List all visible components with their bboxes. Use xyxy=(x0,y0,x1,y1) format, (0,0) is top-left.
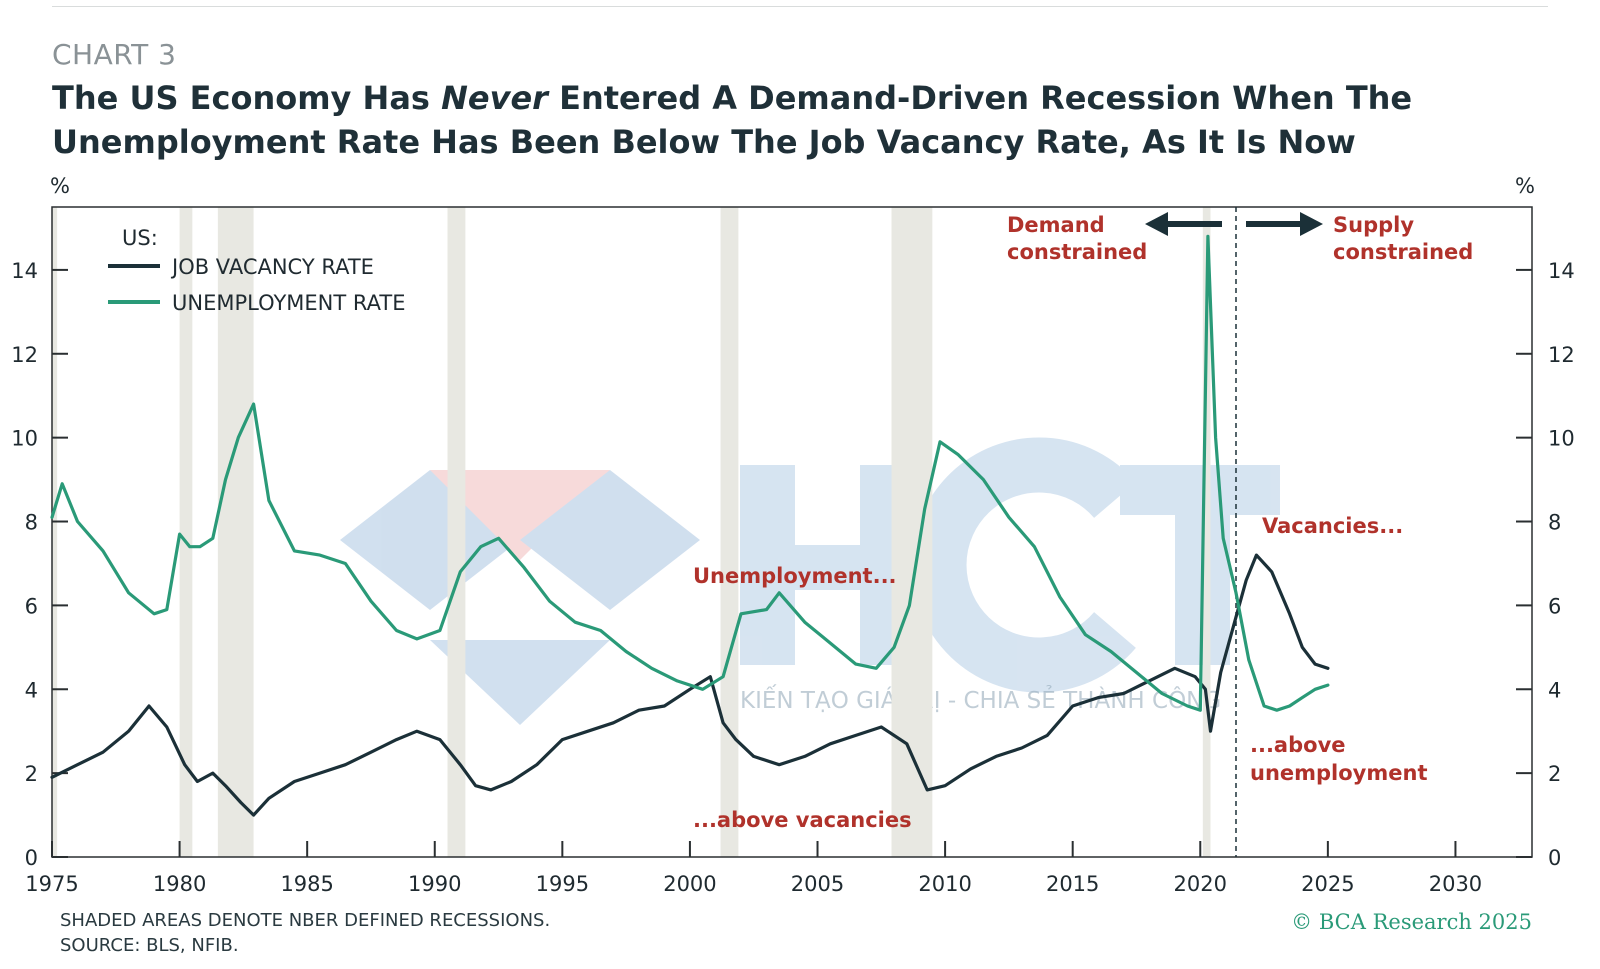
annotation-above-vacancies: ...above vacancies xyxy=(693,808,912,832)
y-tick-label-right-4: 4 xyxy=(1548,678,1561,702)
x-tick-label-2030: 2030 xyxy=(1429,872,1482,896)
title-part-2: Entered A Demand-Driven Recession When T… xyxy=(52,79,1413,161)
x-tick-label-1975: 1975 xyxy=(25,872,78,896)
watermark-logo-bottom xyxy=(430,640,610,725)
y-tick-label-left-12: 12 xyxy=(11,343,38,367)
annotation-supply-line2: constrained xyxy=(1333,240,1473,264)
legend-label-vacancy: JOB VACANCY RATE xyxy=(170,255,374,279)
x-tick-label-2005: 2005 xyxy=(791,872,844,896)
x-tick-label-1995: 1995 xyxy=(536,872,589,896)
supply-arrow xyxy=(1246,212,1323,236)
y-tick-label-left-14: 14 xyxy=(11,259,38,283)
recession-band-4 xyxy=(720,207,739,857)
annotation-demand-line2: constrained xyxy=(1007,240,1147,264)
y-unit-left: % xyxy=(50,174,70,198)
x-tick-label-1990: 1990 xyxy=(408,872,461,896)
x-tick-label-2000: 2000 xyxy=(663,872,716,896)
annotation-supply-line1: Supply xyxy=(1333,213,1414,237)
copyright: © BCA Research 2025 xyxy=(1291,910,1532,934)
watermark-text: KIẾN TẠO GIÁ TRỊ - CHIA SẺ THÀNH CÔNG xyxy=(740,684,1221,714)
watermark xyxy=(340,437,1280,725)
y-tick-label-right-12: 12 xyxy=(1548,343,1575,367)
x-tick-label-1980: 1980 xyxy=(153,872,206,896)
y-tick-label-right-2: 2 xyxy=(1548,762,1561,786)
y-tick-label-left-6: 6 xyxy=(25,594,38,618)
recession-band-1 xyxy=(179,207,193,857)
footnote-recessions: SHADED AREAS DENOTE NBER DEFINED RECESSI… xyxy=(60,910,551,931)
recession-band-0 xyxy=(52,207,58,857)
y-tick-label-right-14: 14 xyxy=(1548,259,1575,283)
x-tick-label-2025: 2025 xyxy=(1301,872,1354,896)
y-tick-label-left-10: 10 xyxy=(11,427,38,451)
y-tick-label-right-10: 10 xyxy=(1548,427,1575,451)
x-tick-label-1985: 1985 xyxy=(280,872,333,896)
x-tick-label-2010: 2010 xyxy=(918,872,971,896)
x-tick-label-2015: 2015 xyxy=(1046,872,1099,896)
x-tick-label-2020: 2020 xyxy=(1174,872,1227,896)
watermark-letter-h1 xyxy=(740,465,795,665)
y-tick-label-left-8: 8 xyxy=(25,511,38,535)
y-tick-label-right-6: 6 xyxy=(1548,594,1561,618)
recession-band-2 xyxy=(217,207,254,857)
recession-band-3 xyxy=(447,207,466,857)
watermark-logo-left xyxy=(340,470,520,610)
watermark-letter-h3 xyxy=(740,545,915,590)
chart-label: CHART 3 xyxy=(52,38,177,71)
title-emphasis: Never xyxy=(441,79,548,117)
footnote-source: SOURCE: BLS, NFIB. xyxy=(60,935,239,956)
legend-label-unemployment: UNEMPLOYMENT RATE xyxy=(172,291,405,315)
top-rule xyxy=(52,6,1548,7)
annotation-demand-line1: Demand xyxy=(1007,213,1105,237)
series-lines xyxy=(50,234,1330,817)
watermark-logo-right xyxy=(520,470,700,610)
watermark-letter-t1 xyxy=(1120,465,1280,515)
y-tick-label-left-0: 0 xyxy=(25,846,38,870)
recession-shading xyxy=(52,207,1211,857)
legend: US: JOB VACANCY RATE UNEMPLOYMENT RATE xyxy=(108,226,405,315)
annotation-above-line2: unemployment xyxy=(1250,761,1428,785)
watermark-letter-c xyxy=(911,437,1136,693)
y-tick-label-right-8: 8 xyxy=(1548,511,1561,535)
title-part-1: The US Economy Has xyxy=(52,79,442,117)
recession-band-5 xyxy=(891,207,933,857)
plot-frame xyxy=(51,206,1533,858)
y-tick-label-right-0: 0 xyxy=(1548,846,1561,870)
annotation-unemployment: Unemployment... xyxy=(693,564,897,588)
axis-ticks: 1975 1980 1985 1990 1995 2000 2005 2010 2015 2020… xyxy=(11,259,1574,896)
watermark-logo-top xyxy=(430,470,610,560)
annotation-vacancies: Vacancies... xyxy=(1262,514,1403,538)
legend-title: US: xyxy=(122,226,158,250)
annotations: Demand constrained Supply constrained Un… xyxy=(693,213,1473,832)
series-line-unemployment xyxy=(50,234,1330,712)
chart-title: The US Economy Has Never Entered A Deman… xyxy=(52,76,1552,164)
demand-arrow xyxy=(1145,212,1222,236)
y-tick-label-left-2: 2 xyxy=(25,762,38,786)
y-tick-label-left-4: 4 xyxy=(25,678,38,702)
annotation-above-line1: ...above xyxy=(1250,733,1346,757)
recession-band-6 xyxy=(1202,207,1211,857)
y-unit-right: % xyxy=(1515,174,1535,198)
